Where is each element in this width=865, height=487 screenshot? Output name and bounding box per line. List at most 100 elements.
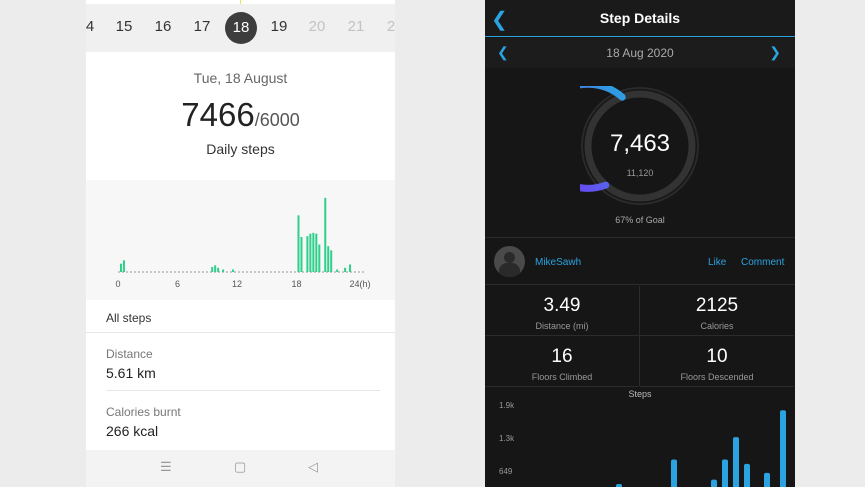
all-steps-link[interactable]: All steps (106, 311, 152, 325)
stat-value: 2125 (695, 295, 739, 316)
bar (733, 437, 739, 487)
stat-value: 16 (551, 346, 573, 367)
bar (722, 459, 728, 487)
bar (318, 244, 321, 272)
back-chevron-icon[interactable]: ❮ (491, 9, 508, 31)
date-item[interactable]: 16 (154, 18, 172, 35)
avatar-body (499, 263, 520, 277)
home-icon[interactable]: ▢ (234, 459, 247, 474)
calories-value: 266 kcal (106, 423, 159, 439)
bar (711, 479, 717, 487)
bar (764, 472, 770, 487)
x-tick-label: 0 (115, 279, 120, 289)
header: ❮ Step Details (485, 0, 795, 37)
page-title: Step Details (599, 10, 681, 26)
hourly-steps-svg: 0 6 12 18 24(h) (115, 197, 371, 289)
back-icon[interactable]: ◁ (308, 459, 318, 474)
calories-row: Calories burnt 266 kcal (106, 405, 380, 439)
step-goal: /6000 (254, 110, 300, 130)
bar (327, 246, 330, 272)
x-tick-label: 12 (232, 279, 242, 289)
day-title: Tue, 18 August (193, 70, 288, 86)
username-link[interactable]: MikeSawh (535, 257, 582, 268)
date-item[interactable]: 21 (347, 18, 365, 35)
percent-of-goal: 67% of Goal (615, 215, 665, 225)
bar (306, 236, 309, 272)
bar (232, 269, 235, 272)
bar (217, 267, 220, 272)
stat-floors-climbed: 16 Floors Climbed (485, 337, 639, 387)
goal-progress-ring (580, 86, 699, 205)
right-phone-screen: ❮ Step Details ❮ 18 Aug 2020 ❯ 7,463 11,… (485, 0, 795, 487)
stat-distance: 3.49 Distance (mi) (485, 286, 639, 336)
bar (211, 267, 214, 272)
date-navigator: ❮ 18 Aug 2020 ❯ (485, 38, 795, 68)
date-item-selected[interactable]: 18 (225, 12, 257, 44)
bar (297, 215, 300, 272)
x-tick-label: 18 (291, 279, 301, 289)
bar (336, 269, 339, 272)
date-item[interactable]: 4 (86, 18, 95, 35)
bar (309, 233, 312, 272)
bar (671, 459, 677, 487)
bar (780, 410, 786, 487)
bar (315, 233, 318, 272)
like-button[interactable]: Like (708, 257, 727, 268)
bar (300, 237, 303, 272)
stat-label: Floors Climbed (531, 372, 593, 382)
x-tick-label: 24(h) (349, 279, 370, 289)
divider (639, 286, 640, 386)
calories-label: Calories burnt (106, 405, 181, 419)
bar (349, 264, 352, 272)
y-tick-label: 1.9k (499, 401, 515, 410)
next-day-icon[interactable]: ❯ (769, 44, 781, 60)
distance-row: Distance 5.61 km (106, 347, 380, 381)
step-count-value: 7466 (181, 96, 255, 133)
steps-bar-chart: 1.9k 1.3k 649 (499, 401, 786, 487)
comment-button[interactable]: Comment (741, 257, 785, 268)
bar (744, 463, 750, 487)
stat-value: 10 (706, 346, 728, 367)
steps-chart-title: Steps (628, 389, 652, 399)
current-date: 18 Aug 2020 (606, 46, 674, 60)
bar (616, 484, 622, 487)
bar (119, 263, 122, 272)
previous-day-icon[interactable]: ❮ (497, 44, 509, 60)
bar (214, 265, 217, 272)
ring-goal-value: 11,120 (626, 168, 654, 178)
date-indicator (240, 0, 241, 4)
date-item[interactable]: 17 (193, 18, 211, 35)
daily-steps-label: Daily steps (206, 141, 275, 157)
ring-outer (581, 87, 699, 205)
stat-label: Calories (700, 321, 734, 331)
stat-calories: 2125 Calories (640, 286, 794, 336)
date-item[interactable]: 2 (386, 18, 395, 35)
menu-icon[interactable]: ☰ (160, 459, 172, 474)
bar (330, 250, 333, 272)
divider (106, 390, 380, 391)
distance-value: 5.61 km (106, 365, 156, 381)
date-strip[interactable]: 4 15 16 17 18 19 20 21 2 (86, 4, 395, 52)
hourly-steps-chart: 0 6 12 18 24(h) (86, 180, 395, 300)
date-item[interactable]: 19 (270, 18, 288, 35)
date-item[interactable]: 20 (308, 18, 326, 35)
stat-floors-descended: 10 Floors Descended (640, 337, 794, 387)
avatar[interactable] (494, 246, 525, 277)
bar (122, 260, 125, 272)
stat-label: Distance (mi) (535, 321, 589, 331)
social-bar: MikeSawh Like Comment (485, 237, 795, 285)
bar (324, 197, 327, 272)
divider (86, 332, 395, 333)
y-tick-label: 1.3k (499, 434, 515, 443)
android-nav-bar: ☰ ▢ ◁ (86, 450, 395, 487)
bar (312, 232, 315, 272)
ring-step-count: 7,463 (609, 130, 671, 157)
date-item[interactable]: 15 (115, 18, 133, 35)
y-tick-label: 649 (499, 467, 513, 476)
stat-value: 3.49 (543, 295, 581, 316)
bar (222, 269, 225, 272)
left-phone-screen: 4 15 16 17 18 19 20 21 2 Tue, 18 August … (86, 0, 395, 487)
bar (344, 267, 347, 272)
avatar-head (504, 252, 515, 263)
